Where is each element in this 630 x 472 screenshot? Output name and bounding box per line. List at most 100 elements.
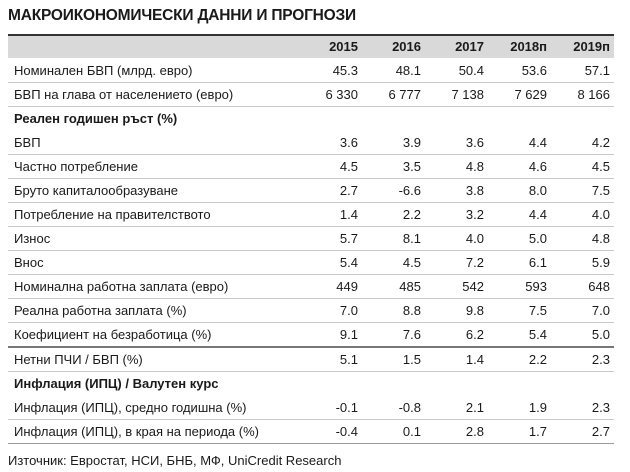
macro-data-table: 2015 2016 2017 2018п 2019п Номинален БВП (мл… <box>8 34 614 444</box>
row-label: Номинална работна заплата (евро) <box>8 274 299 299</box>
value-cell: 5.4 <box>488 322 551 348</box>
section-header-row: Реален годишен ръст (%) <box>8 106 614 130</box>
value-cell: 53.6 <box>488 58 551 83</box>
value-cell: 48.1 <box>362 58 425 83</box>
value-cell: 7.0 <box>299 298 362 323</box>
value-cell: -0.1 <box>299 395 362 420</box>
value-cell: 1.7 <box>488 419 551 444</box>
value-cell: 6 777 <box>362 82 425 107</box>
table-row: БВП на глава от населението (евро) 6 330 6… <box>8 82 614 107</box>
value-cell: 7.5 <box>551 178 614 203</box>
value-cell: 2.1 <box>425 395 488 420</box>
column-header: 2019п <box>551 34 614 58</box>
value-cell: 5.7 <box>299 226 362 251</box>
value-cell: 4.2 <box>551 130 614 155</box>
row-label: Бруто капиталообразуване <box>8 178 299 203</box>
table-row: Реална работна заплата (%) 7.0 8.8 9.8 7.5 7.… <box>8 298 614 323</box>
value-cell: 50.4 <box>425 58 488 83</box>
table-title: МАКРОИКОНОМИЧЕСКИ ДАННИ И ПРОГНОЗИ <box>8 7 356 24</box>
value-cell: 5.1 <box>299 346 362 372</box>
value-cell: 7.5 <box>488 298 551 323</box>
value-cell: 2.2 <box>362 202 425 227</box>
value-cell: 593 <box>488 274 551 299</box>
table-row: Внос 5.4 4.5 7.2 6.1 5.9 <box>8 250 614 275</box>
value-cell: 2.3 <box>551 346 614 372</box>
value-cell: 4.4 <box>488 130 551 155</box>
value-cell: 449 <box>299 274 362 299</box>
value-cell: 1.4 <box>425 346 488 372</box>
value-cell: 2.2 <box>488 346 551 372</box>
value-cell: 648 <box>551 274 614 299</box>
value-cell: 7.0 <box>551 298 614 323</box>
column-header: 2017 <box>425 34 488 58</box>
value-cell: 4.5 <box>299 154 362 179</box>
value-cell: 4.4 <box>488 202 551 227</box>
value-cell: 3.8 <box>425 178 488 203</box>
value-cell: 5.0 <box>488 226 551 251</box>
value-cell: 6 330 <box>299 82 362 107</box>
row-label: Нетни ПЧИ / БВП (%) <box>8 346 299 372</box>
value-cell: 485 <box>362 274 425 299</box>
value-cell: 9.8 <box>425 298 488 323</box>
table-row: Потребление на правителството 1.4 2.2 3.2 4.… <box>8 202 614 227</box>
value-cell: 8.1 <box>362 226 425 251</box>
row-label: Инфлация (ИПЦ), в края на периода (%) <box>8 419 299 444</box>
value-cell: 2.8 <box>425 419 488 444</box>
section-header-row: Инфлация (ИПЦ) / Валутен курс <box>8 371 614 395</box>
table-row: Бруто капиталообразуване 2.7 -6.6 3.8 8.0 7.5 <box>8 178 614 203</box>
value-cell: 4.0 <box>551 202 614 227</box>
table-row: БВП 3.6 3.9 3.6 4.4 4.2 <box>8 130 614 155</box>
table-row: Износ 5.7 8.1 4.0 5.0 4.8 <box>8 226 614 251</box>
value-cell: 4.6 <box>488 154 551 179</box>
value-cell: 4.8 <box>551 226 614 251</box>
column-header: 2016 <box>362 34 425 58</box>
value-cell: 3.6 <box>425 130 488 155</box>
value-cell: 8 166 <box>551 82 614 107</box>
row-label: Частно потребление <box>8 154 299 179</box>
value-cell: 45.3 <box>299 58 362 83</box>
source-note: Източник: Евростат, НСИ, БНБ, МФ, UniCre… <box>8 452 342 468</box>
row-label: БВП на глава от населението (евро) <box>8 82 299 107</box>
value-cell: 5.0 <box>551 322 614 348</box>
value-cell: 2.7 <box>551 419 614 444</box>
value-cell: -0.4 <box>299 419 362 444</box>
row-label: Номинален БВП (млрд. евро) <box>8 58 299 83</box>
table-row: Коефициент на безработица (%) 9.1 7.6 6.2 5.… <box>8 322 614 348</box>
value-cell: 542 <box>425 274 488 299</box>
value-cell: 7 629 <box>488 82 551 107</box>
row-label: Инфлация (ИПЦ), средно годишна (%) <box>8 395 299 420</box>
value-cell: 1.5 <box>362 346 425 372</box>
value-cell: 6.2 <box>425 322 488 348</box>
value-cell: 7 138 <box>425 82 488 107</box>
value-cell: 1.9 <box>488 395 551 420</box>
value-cell: 2.3 <box>551 395 614 420</box>
table-row: Инфлация (ИПЦ), средно годишна (%) -0.1 -0… <box>8 395 614 420</box>
value-cell: 6.1 <box>488 250 551 275</box>
header-label-cell <box>8 34 299 58</box>
value-cell: 2.7 <box>299 178 362 203</box>
value-cell: 9.1 <box>299 322 362 348</box>
table-row: Нетни ПЧИ / БВП (%) 5.1 1.5 1.4 2.2 2.3 <box>8 346 614 372</box>
value-cell: 5.4 <box>299 250 362 275</box>
table-row: Частно потребление 4.5 3.5 4.8 4.6 4.5 <box>8 154 614 179</box>
value-cell: 7.2 <box>425 250 488 275</box>
column-header: 2018п <box>488 34 551 58</box>
value-cell: -6.6 <box>362 178 425 203</box>
row-label: Реален годишен ръст (%) <box>14 111 178 126</box>
value-cell: 7.6 <box>362 322 425 348</box>
value-cell: 4.5 <box>551 154 614 179</box>
table-row: Номинална работна заплата (евро) 449 485 54… <box>8 274 614 299</box>
row-label: Инфлация (ИПЦ) / Валутен курс <box>14 376 219 391</box>
value-cell: 3.6 <box>299 130 362 155</box>
value-cell: 3.9 <box>362 130 425 155</box>
column-header: 2015 <box>299 34 362 58</box>
row-label: Потребление на правителството <box>8 202 299 227</box>
row-label: БВП <box>8 130 299 155</box>
row-label: Внос <box>8 250 299 275</box>
value-cell: 8.8 <box>362 298 425 323</box>
value-cell: -0.8 <box>362 395 425 420</box>
value-cell: 4.5 <box>362 250 425 275</box>
value-cell: 5.9 <box>551 250 614 275</box>
value-cell: 8.0 <box>488 178 551 203</box>
row-label: Износ <box>8 226 299 251</box>
